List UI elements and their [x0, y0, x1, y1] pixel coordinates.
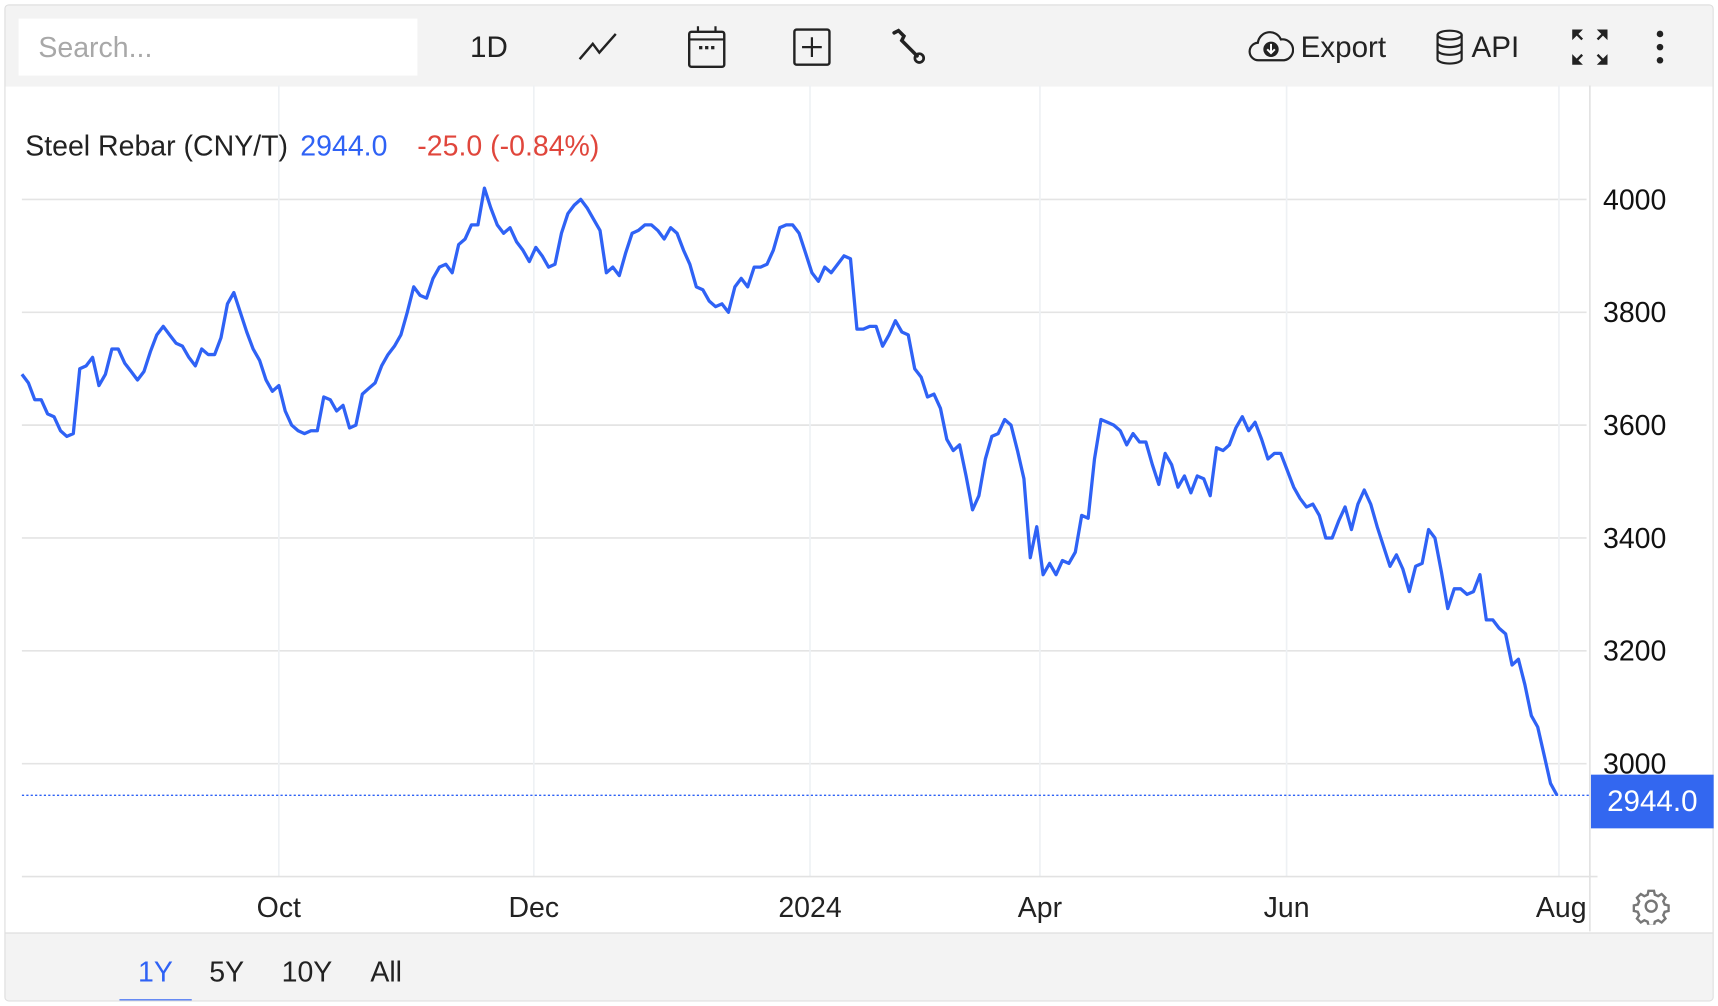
api-button[interactable]: API [1434, 25, 1519, 69]
toolbar: 1D Export API [5, 5, 1713, 87]
fullscreen-button[interactable] [1570, 25, 1609, 69]
fullscreen-icon [1572, 29, 1608, 65]
chart-type-button[interactable] [577, 25, 619, 69]
cloud-download-icon [1248, 31, 1295, 62]
x-tick-label: Jun [1264, 892, 1310, 924]
export-label: Export [1300, 30, 1387, 64]
export-button[interactable]: Export [1248, 25, 1386, 69]
add-box-icon [793, 28, 831, 66]
range-bar: 1Y 5Y 10Y All [5, 932, 1713, 1001]
legend-price: 2944.0 [300, 129, 388, 163]
legend-name: Steel Rebar (CNY/T) [25, 129, 288, 163]
compare-button[interactable] [792, 25, 831, 69]
gear-icon [1632, 889, 1670, 927]
range-tab-10y[interactable]: 10Y [281, 955, 333, 989]
y-tick-label: 3600 [1603, 410, 1666, 442]
y-tick-label: 4000 [1603, 184, 1666, 216]
wrench-icon [892, 28, 926, 64]
indicators-button[interactable] [889, 25, 928, 69]
more-menu-button[interactable] [1653, 25, 1666, 69]
range-tab-5y[interactable]: 5Y [209, 955, 245, 989]
y-tick-label: 3800 [1603, 297, 1666, 329]
x-tick-label: Apr [1018, 892, 1062, 924]
more-vertical-icon [1656, 30, 1664, 64]
x-tick-label: Aug [1536, 892, 1587, 924]
database-icon [1436, 29, 1463, 65]
y-tick-label: 3400 [1603, 523, 1666, 555]
last-price-tag: 2944.0 [1590, 774, 1714, 829]
active-range-indicator [119, 999, 192, 1001]
calendar-icon [687, 26, 726, 69]
range-tab-1y[interactable]: 1Y [138, 955, 173, 989]
date-range-button[interactable] [687, 21, 726, 74]
legend-change: -25.0 (-0.84%) [417, 129, 600, 163]
x-tick-label: Dec [508, 892, 559, 924]
interval-label: 1D [470, 30, 508, 64]
y-tick-label: 3200 [1603, 636, 1666, 668]
search-input[interactable] [18, 18, 418, 76]
x-tick-label: Oct [257, 892, 301, 924]
range-tab-all[interactable]: All [370, 955, 403, 989]
x-tick-label: 2024 [778, 892, 841, 924]
chart-settings-button[interactable] [1632, 888, 1670, 927]
chart-legend: Steel Rebar (CNY/T) 2944.0 -25.0 (-0.84%… [25, 129, 604, 163]
series-line-steel-rebar [20, 186, 1559, 797]
interval-button[interactable]: 1D [470, 25, 508, 69]
line-chart-icon [578, 33, 617, 60]
api-label: API [1471, 30, 1520, 64]
chart-widget: 1D Export API [4, 4, 1714, 1002]
